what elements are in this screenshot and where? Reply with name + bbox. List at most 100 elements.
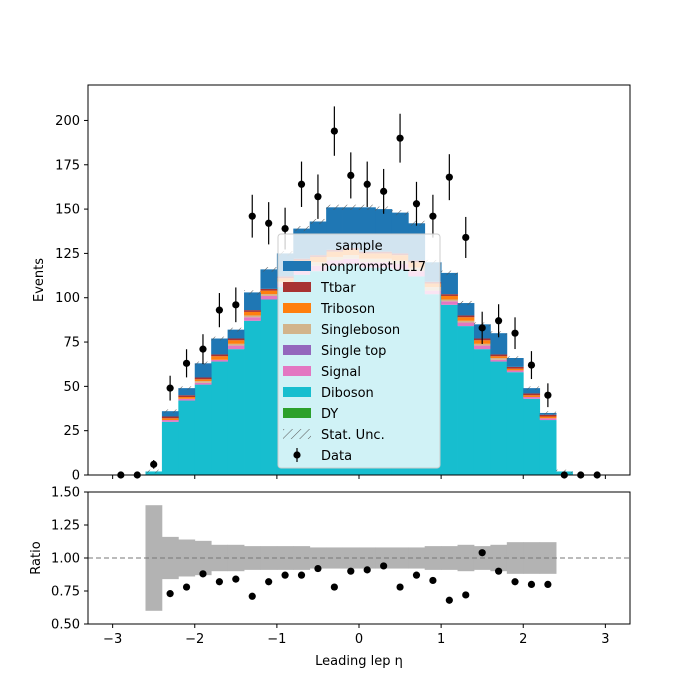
- bar: [227, 349, 245, 475]
- bar: [161, 421, 179, 475]
- legend-entry: Signal: [283, 365, 361, 380]
- ratio-point: [232, 575, 240, 583]
- stat-unc-band: [161, 409, 179, 413]
- data-point: [445, 173, 453, 181]
- ratio-series: [166, 549, 552, 604]
- ratio-y-tick-label: 0.50: [51, 618, 80, 633]
- bar: [490, 361, 508, 475]
- bar: [490, 358, 508, 360]
- bar: [244, 310, 261, 312]
- legend: sample nonpromptUL17 Ttbar Triboson Singlebo…: [277, 233, 441, 469]
- legend-label: Singleboson: [321, 323, 400, 338]
- bar: [178, 398, 196, 401]
- legend-entry: Ttbar: [283, 281, 356, 296]
- y-tick-label: 175: [55, 158, 80, 173]
- y-tick-label: 125: [55, 247, 80, 262]
- legend-title: sample: [335, 239, 382, 254]
- ratio-y-tick-label: 1.50: [51, 486, 80, 501]
- x-tick-label: 3: [601, 632, 609, 647]
- bar: [523, 398, 541, 475]
- bar: [244, 320, 261, 475]
- bar: [194, 377, 212, 380]
- data-point: [478, 324, 486, 332]
- bar: [457, 322, 475, 327]
- stat-unc-band: [211, 336, 228, 341]
- data-point: [150, 460, 158, 468]
- ratio-point: [511, 578, 519, 586]
- stat-unc-band: [145, 469, 162, 474]
- bar: [539, 418, 557, 421]
- data-point: [232, 301, 240, 309]
- ratio-point: [544, 580, 552, 589]
- ratio-band: [359, 547, 376, 569]
- bar: [194, 363, 212, 378]
- legend-label: Single top: [321, 344, 386, 359]
- legend-swatch: [283, 324, 311, 334]
- stat-unc-band: [342, 204, 359, 210]
- bar: [457, 320, 475, 323]
- bar: [490, 359, 508, 362]
- bar: [211, 359, 229, 362]
- bar: [490, 356, 508, 358]
- data-point: [330, 127, 338, 135]
- bar: [145, 471, 163, 475]
- stat-unc-band: [391, 210, 409, 216]
- legend-swatch: [283, 408, 311, 418]
- bar: [473, 343, 491, 346]
- data-point: [412, 200, 421, 208]
- stat-unc-band: [244, 290, 261, 295]
- ratio-point: [199, 570, 207, 578]
- stat-unc-band: [441, 270, 458, 276]
- ratio-point: [429, 576, 437, 585]
- legend-swatch: [283, 345, 311, 355]
- stat-unc-band: [293, 226, 310, 232]
- x-tick-label: −3: [103, 632, 122, 647]
- stat-unc-band: [309, 218, 327, 225]
- ratio-point: [363, 566, 371, 574]
- bar: [441, 272, 458, 295]
- bar: [161, 420, 179, 422]
- x-tick-label: 0: [355, 632, 363, 647]
- legend-label: DY: [321, 407, 338, 422]
- ratio-unc-band: [145, 505, 557, 611]
- y-tick-label: 50: [63, 380, 80, 395]
- bar: [490, 354, 508, 357]
- bar: [539, 414, 557, 417]
- ratio-band: [293, 546, 311, 570]
- legend-swatch: [283, 366, 311, 376]
- ratio-point: [297, 571, 306, 579]
- bar: [161, 411, 179, 417]
- ratio-band: [342, 547, 360, 569]
- data-point: [314, 193, 322, 201]
- legend-label: Triboson: [320, 302, 375, 317]
- stat-unc-band: [260, 267, 277, 272]
- bar: [539, 416, 557, 419]
- y-tick-label: 25: [63, 424, 80, 439]
- stat-unc-band: [506, 356, 524, 360]
- bar: [457, 326, 475, 475]
- data-point: [281, 224, 289, 233]
- stat-unc-band: [523, 386, 540, 390]
- y-tick-label: 200: [55, 114, 80, 129]
- ratio-point: [215, 578, 223, 586]
- bar: [441, 299, 458, 302]
- data-point: [248, 212, 256, 220]
- bar: [523, 388, 541, 394]
- bar: [457, 315, 475, 318]
- bar: [260, 290, 278, 295]
- legend-entry: Triboson: [283, 302, 375, 317]
- bar: [178, 395, 196, 397]
- ratio-point: [265, 578, 273, 586]
- bar: [227, 343, 245, 346]
- ratio-plot: 0.50 0.75 1.00 1.25 1.50 −3 −2 −1 0 1 2 3 Ratio Leadi…: [29, 486, 631, 669]
- legend-entry: Diboson: [283, 386, 374, 401]
- data-point: [215, 306, 223, 314]
- data-point: [380, 187, 388, 195]
- ratio-point: [314, 564, 322, 573]
- bar: [441, 304, 458, 475]
- bar: [194, 384, 212, 475]
- y-axis-label: Events: [32, 258, 47, 302]
- bar: [473, 349, 491, 475]
- data-point: [265, 219, 273, 227]
